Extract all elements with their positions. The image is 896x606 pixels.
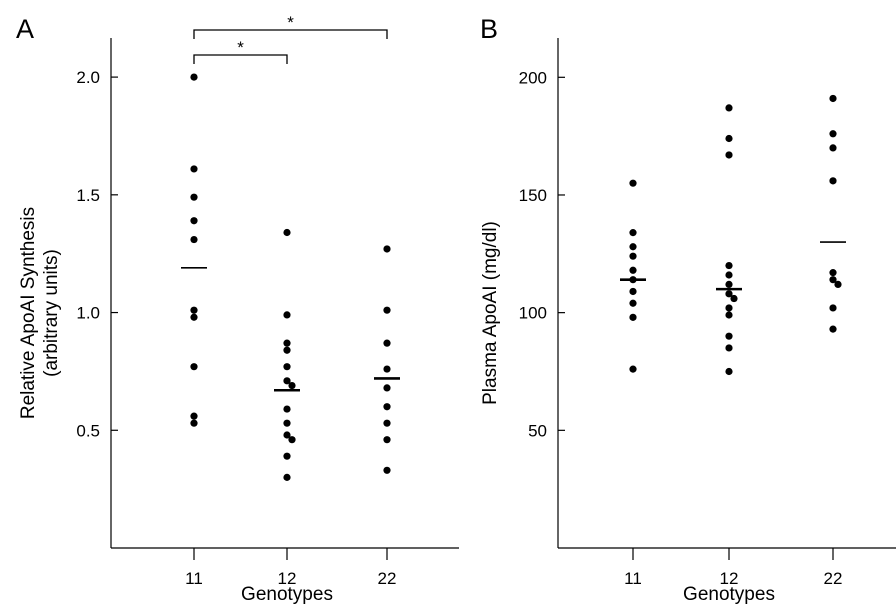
panel-a-point-12 <box>283 346 291 354</box>
panel-b-point-11 <box>629 287 637 296</box>
panel-b-x-tick-label: 22 <box>824 569 843 588</box>
panel-b-point-12 <box>725 271 733 279</box>
panel-b-point-22 <box>829 177 837 185</box>
panel-a-point-12 <box>283 452 291 460</box>
panel-a-point-22 <box>383 339 391 347</box>
panel-b-point-12 <box>725 290 733 298</box>
panel-a-y-axis-label-line2: (arbitrary units) <box>41 249 62 377</box>
panel-b-x-tick-label: 11 <box>624 569 642 588</box>
panel-a-significance-star: * <box>237 38 244 57</box>
panel-a-points: ** <box>181 13 400 481</box>
panel-b-points <box>620 94 846 376</box>
panel-a-point-22 <box>383 384 391 392</box>
panel-b-y-tick-label: 150 <box>519 186 547 205</box>
panel-b-letter: B <box>480 14 498 44</box>
panel-a-point-11 <box>190 412 198 420</box>
panel-a-point-12 <box>283 228 291 237</box>
panel-a-x-tick-label: 12 <box>278 569 297 588</box>
panel-a-point-12 <box>283 363 291 371</box>
panel-a-point-12 <box>283 339 291 347</box>
panel-a-point-12 <box>288 436 296 444</box>
panel-b-y-tick-label: 200 <box>519 68 547 87</box>
panel-a-point-11 <box>190 193 198 201</box>
panel-b-point-12 <box>725 311 733 319</box>
panel-a-x-axis-label: Genotypes <box>241 584 333 605</box>
panel-a-letter: A <box>16 14 34 44</box>
panel-a-point-12 <box>283 377 291 385</box>
panel-b-point-11 <box>629 179 637 187</box>
panel-a: A 0.51.01.52.011 12 22 ** Genotypes Relati… <box>16 13 459 605</box>
panel-a-point-11 <box>190 217 198 225</box>
panel-b-point-12 <box>725 367 733 376</box>
panel-a-significance-star: * <box>287 13 294 32</box>
panel-a-significance-bracket <box>193 29 388 39</box>
panel-b-point-22 <box>834 280 842 289</box>
panel-b-point-22 <box>829 144 837 152</box>
panel-b-point-11 <box>629 365 637 373</box>
panel-a-point-11 <box>190 235 198 244</box>
panel-b-y-tick-label: 100 <box>519 304 547 323</box>
panel-b-y-axis-label: Plasma ApoAI (mg/dl) <box>480 221 501 405</box>
panel-b-point-22 <box>829 94 837 103</box>
panel-a-point-11 <box>190 419 198 427</box>
panel-b-point-22 <box>829 269 837 277</box>
panel-b-x-tick-label: 12 <box>720 569 739 588</box>
panel-a-point-12 <box>283 311 291 319</box>
panel-a-point-22 <box>383 419 391 427</box>
panel-b-y-axis-label-line1: Plasma ApoAI (mg/dl) <box>480 221 501 405</box>
panel-a-y-tick-label: 1.5 <box>76 186 100 205</box>
panel-a-point-22 <box>383 466 391 474</box>
panel-b: B 50 100 150 200 11 12 22 Genotypes Plasma Apo… <box>480 14 896 605</box>
panel-a-x-tick-label: 11 <box>185 569 203 588</box>
panel-b-point-11 <box>629 229 637 237</box>
panel-b-point-12 <box>725 134 733 143</box>
panel-a-point-11 <box>190 306 198 314</box>
panel-b-point-12 <box>725 151 733 159</box>
panel-a-y-axis-label: Relative ApoAI Synthesis (arbitrary unit… <box>18 207 62 419</box>
panel-a-y-tick-label: 0.5 <box>76 421 100 440</box>
panel-b-point-11 <box>629 252 637 260</box>
panel-b-point-22 <box>829 325 837 333</box>
panel-a-y-tick-label: 1.0 <box>76 304 100 323</box>
panel-b-point-11 <box>629 243 637 251</box>
panel-b-point-12 <box>725 261 733 270</box>
panel-a-point-12 <box>283 431 291 439</box>
panel-b-point-12 <box>730 294 738 303</box>
panel-a-point-11 <box>190 313 198 321</box>
panel-b-x-axis-label: Genotypes <box>683 584 775 605</box>
panel-b-y-tick-label: 50 <box>528 421 547 440</box>
panel-b-point-22 <box>829 276 837 284</box>
panel-a-point-22 <box>383 365 391 373</box>
panel-b-point-12 <box>725 344 733 352</box>
panel-b-point-11 <box>629 299 637 307</box>
panel-a-point-22 <box>383 436 391 444</box>
panel-b-point-11 <box>629 313 637 321</box>
panel-a-point-22 <box>383 245 391 253</box>
panel-a-x-tick-label: 22 <box>378 569 397 588</box>
panel-a-point-12 <box>283 473 291 481</box>
panel-b-point-22 <box>829 304 837 312</box>
panel-a-point-22 <box>383 403 391 411</box>
panel-b-point-12 <box>725 104 733 112</box>
panel-a-point-11 <box>190 73 198 81</box>
panel-a-significance-bracket <box>193 54 288 64</box>
panel-a-axes: 0.5 1.0 1.5 2.0 11 12 22 <box>76 38 459 588</box>
panel-b-axes: 50 100 150 200 11 12 22 <box>519 38 896 588</box>
panel-b-point-11 <box>629 266 637 274</box>
panel-a-point-22 <box>383 306 391 314</box>
panel-a-point-11 <box>190 363 198 371</box>
panel-a-point-12 <box>288 381 296 390</box>
panel-a-y-axis-label-line1: Relative ApoAI Synthesis <box>18 207 39 419</box>
panel-a-point-12 <box>283 405 291 413</box>
panel-b-point-22 <box>829 130 837 138</box>
panel-b-point-12 <box>725 332 733 340</box>
panel-b-point-12 <box>725 280 733 289</box>
panel-a-point-12 <box>283 419 291 427</box>
panel-a-point-11 <box>190 165 198 173</box>
panel-b-point-12 <box>725 304 733 312</box>
panel-a-y-tick-label: 2.0 <box>76 68 100 87</box>
